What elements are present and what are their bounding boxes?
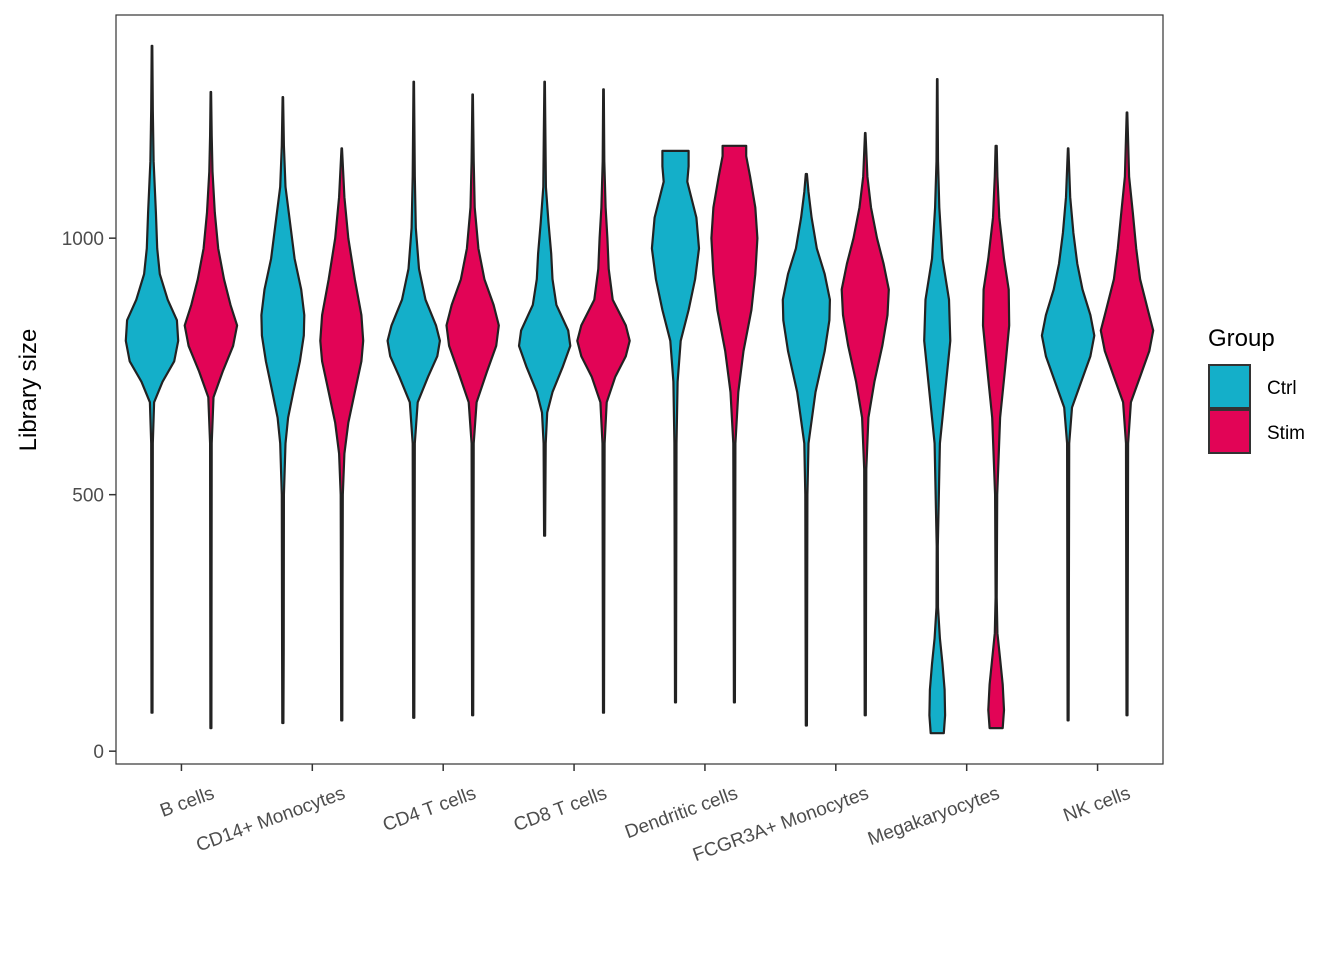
x-tick-label: CD8 T cells <box>511 783 610 836</box>
y-tick-label: 0 <box>93 742 104 763</box>
violin-ctrl-b-cells <box>124 44 180 714</box>
violin-stim-cd14-monocytes <box>319 147 365 722</box>
violin-ctrl-cd14-monocytes <box>260 96 306 725</box>
x-tick-label: CD4 T cells <box>380 783 479 836</box>
violin-ctrl-fcgr3a-monocytes <box>781 172 831 727</box>
legend-label-stim: Stim <box>1267 423 1305 444</box>
x-tick-label: Megakaryocytes <box>865 783 1002 850</box>
legend: Group Ctrl Stim <box>1208 325 1305 454</box>
x-tick-label: CD14+ Monocytes <box>193 783 348 856</box>
plot-panel-border <box>115 14 1164 765</box>
legend-key-ctrl <box>1208 364 1251 409</box>
violin-stim-dendritic-cells <box>710 144 759 704</box>
violins-layer <box>124 44 1155 735</box>
y-axis-title: Library size <box>15 329 42 452</box>
x-tick-label: B cells <box>157 783 217 822</box>
legend-label-ctrl: Ctrl <box>1267 378 1297 399</box>
violin-stim-b-cells <box>183 90 239 730</box>
y-tick-label: 500 <box>72 486 104 507</box>
violin-stim-megakaryocytes <box>981 144 1011 730</box>
violin-ctrl-cd8-t-cells <box>517 80 572 537</box>
violin-ctrl-cd4-t-cells <box>386 80 441 719</box>
violin-stim-nk-cells <box>1099 111 1155 717</box>
violin-ctrl-megakaryocytes <box>923 78 952 735</box>
legend-title: Group <box>1208 325 1275 352</box>
violin-stim-fcgr3a-monocytes <box>840 131 890 717</box>
violin-ctrl-dendritic-cells <box>650 149 701 704</box>
x-tick-label: NK cells <box>1061 783 1134 827</box>
legend-key-stim <box>1208 409 1251 454</box>
y-axis: 0 500 1000 <box>62 229 116 763</box>
violin-stim-cd8-t-cells <box>576 88 631 714</box>
violin-stim-cd4-t-cells <box>445 93 500 717</box>
y-tick-label: 1000 <box>62 229 104 250</box>
violin-ctrl-nk-cells <box>1040 147 1096 722</box>
